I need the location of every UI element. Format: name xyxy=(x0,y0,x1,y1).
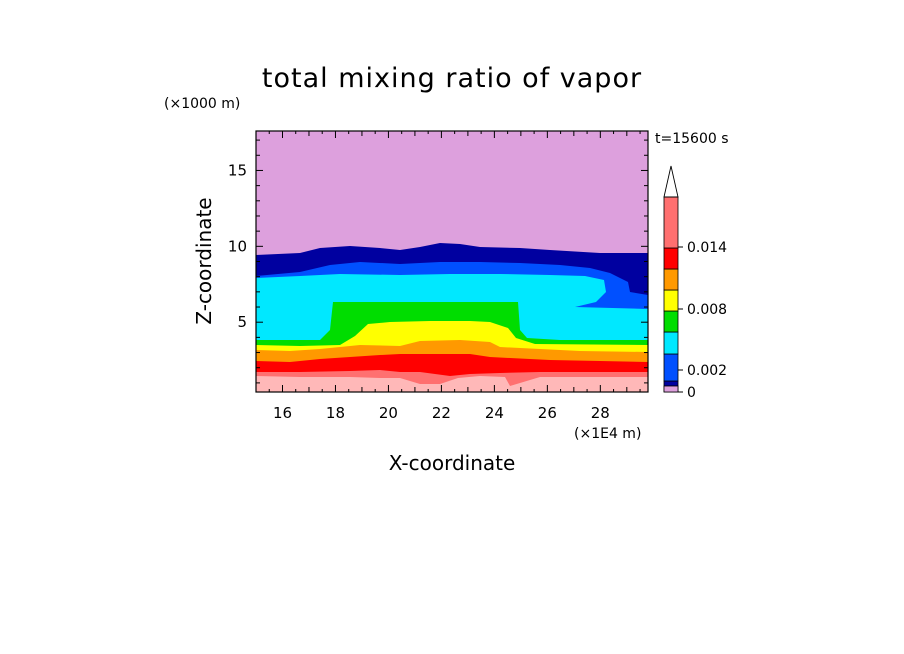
x-tick-label: 16 xyxy=(273,404,292,422)
contour-band-level-8 xyxy=(256,376,648,392)
colorbar-segment xyxy=(663,268,679,291)
time-label: t=15600 s xyxy=(655,131,729,147)
x-unit-label: (×1E4 m) xyxy=(574,426,641,442)
colorbar-segment xyxy=(663,196,679,249)
chart-title: total mixing ratio of vapor xyxy=(262,63,642,94)
x-tick-label: 22 xyxy=(432,404,451,422)
x-tick-label: 18 xyxy=(326,404,345,422)
x-tick-label: 28 xyxy=(591,404,610,422)
contour-field xyxy=(256,131,648,392)
colorbar-extend-arrow xyxy=(663,165,679,198)
colorbar-segment xyxy=(663,380,679,387)
colorbar-segment xyxy=(663,331,679,355)
colorbar-segment xyxy=(663,247,679,270)
colorbar-segment-lowest xyxy=(663,385,679,393)
colorbar-tick-label: 0 xyxy=(687,385,696,401)
colorbar-tick-label: 0.008 xyxy=(687,302,727,318)
colorbar-segment xyxy=(663,289,679,312)
y-tick-label: 5 xyxy=(237,313,247,331)
x-tick-label: 24 xyxy=(485,404,504,422)
colorbar-segment xyxy=(663,353,679,382)
axes: 16 18 20 22 24 26 28 5 10 15 xyxy=(228,131,648,422)
y-unit-label: (×1000 m) xyxy=(164,96,240,112)
y-axis-label: Z-coordinate xyxy=(192,197,216,324)
colorbar-segment xyxy=(663,310,679,333)
y-tick-label: 15 xyxy=(228,161,247,179)
colorbar: 0 0.002 0.008 0.014 xyxy=(663,165,727,401)
y-tick-label: 10 xyxy=(228,237,247,255)
x-tick-label: 20 xyxy=(379,404,398,422)
colorbar-tick-label: 0.002 xyxy=(687,363,727,379)
colorbar-tick-label: 0.014 xyxy=(687,240,727,256)
x-tick-label: 26 xyxy=(538,404,557,422)
x-axis-label: X-coordinate xyxy=(389,451,516,475)
